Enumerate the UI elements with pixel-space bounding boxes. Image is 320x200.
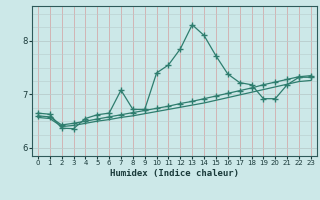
X-axis label: Humidex (Indice chaleur): Humidex (Indice chaleur): [110, 169, 239, 178]
